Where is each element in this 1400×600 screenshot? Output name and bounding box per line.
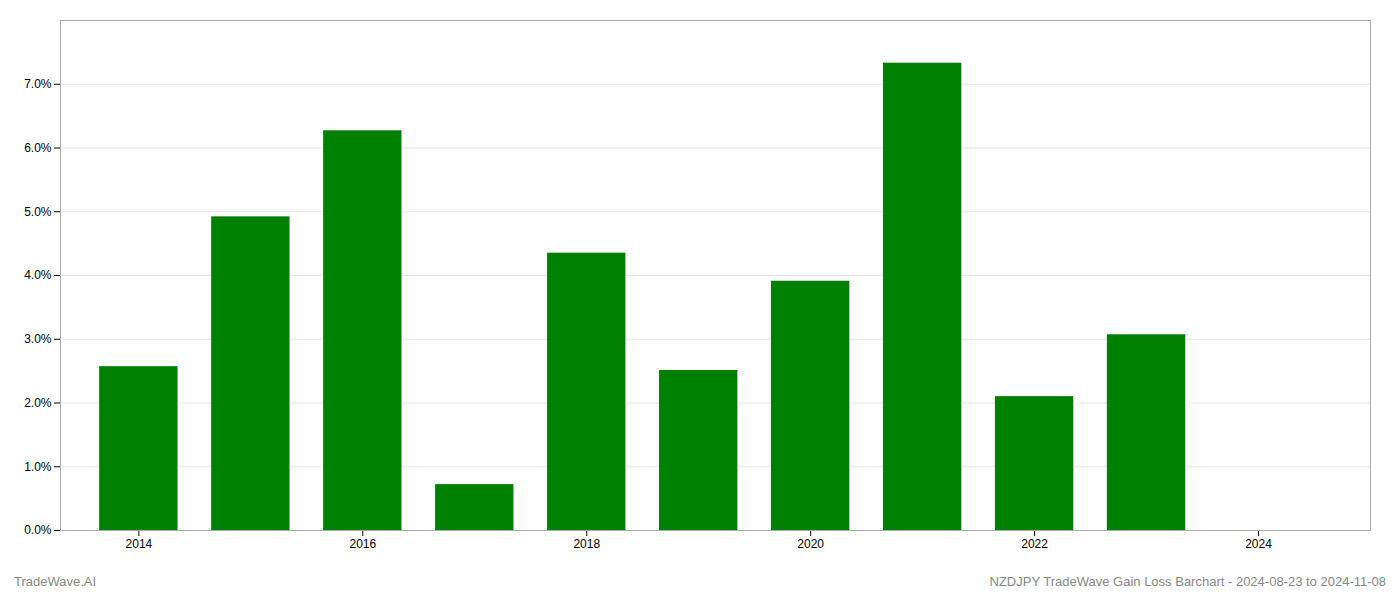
svg-text:4.0%: 4.0% bbox=[24, 268, 52, 282]
svg-text:2018: 2018 bbox=[573, 537, 600, 551]
svg-text:0.0%: 0.0% bbox=[24, 523, 52, 537]
svg-text:6.0%: 6.0% bbox=[24, 141, 52, 155]
svg-text:5.0%: 5.0% bbox=[24, 205, 52, 219]
svg-text:2016: 2016 bbox=[349, 537, 376, 551]
svg-text:3.0%: 3.0% bbox=[24, 332, 52, 346]
svg-text:2014: 2014 bbox=[126, 537, 153, 551]
svg-text:7.0%: 7.0% bbox=[24, 77, 52, 91]
html-text:TradeWave.AI: TradeWave.AI bbox=[14, 574, 97, 589]
svg-text:2020: 2020 bbox=[797, 537, 824, 551]
svg-text:2022: 2022 bbox=[1021, 537, 1048, 551]
svg-text:2024: 2024 bbox=[1245, 537, 1272, 551]
html-text:NZDJPY TradeWave Gain Loss Bar: NZDJPY TradeWave Gain Loss Barchart - 20… bbox=[989, 574, 1386, 589]
svg-text:1.0%: 1.0% bbox=[24, 460, 52, 474]
svg-text:2.0%: 2.0% bbox=[24, 396, 52, 410]
